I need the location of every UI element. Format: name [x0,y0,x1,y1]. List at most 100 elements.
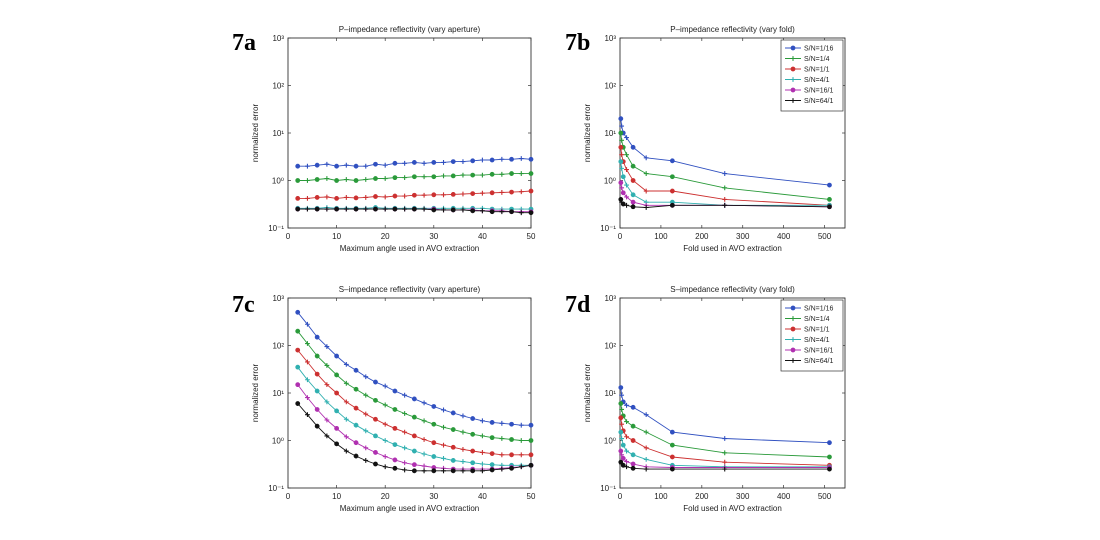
y-tick-label: 10⁰ [604,177,616,186]
chart-title-7b: P–impedance reflectivity (vary fold) [670,25,795,34]
data-point [334,441,339,447]
x-tick-label: 0 [286,232,291,241]
data-point [499,436,505,441]
x-tick-label: 300 [736,232,750,241]
data-point [305,341,310,346]
data-point [324,176,330,181]
x-tick-label: 30 [429,232,438,241]
data-point [480,208,485,214]
legend-marker [790,305,796,311]
x-tick-label: 400 [777,232,791,241]
data-point [392,425,398,431]
data-point [518,189,524,195]
data-point [324,382,330,388]
data-point [305,377,310,383]
x-axis-label-7a: Maximum angle used in AVO extraction [340,244,479,253]
data-point [295,347,301,353]
data-point [509,189,514,195]
data-point [499,156,505,162]
data-point [722,185,728,191]
data-point [382,206,388,212]
x-tick-label: 500 [818,232,832,241]
data-point [619,152,625,158]
data-point [450,191,456,197]
data-point [402,206,408,212]
y-axis-label-7d: normalized error [583,364,592,423]
data-point [431,160,437,165]
data-point [441,424,446,430]
data-point [630,465,636,471]
data-point [460,172,466,178]
x-tick-label: 500 [818,492,832,501]
data-point [624,459,629,464]
data-point [489,171,495,177]
data-point [827,454,832,460]
data-point [499,466,505,472]
data-point [630,452,636,458]
data-point [669,429,675,435]
data-point [343,177,349,182]
x-tick-label: 400 [777,492,791,501]
data-point [353,453,359,459]
data-point [470,431,476,437]
legend-entry: S/N=4/1 [804,337,830,344]
data-point [363,428,369,434]
data-point [643,188,649,194]
data-point [618,159,624,164]
legend-entry: S/N=1/16 [804,306,833,313]
legend-marker [790,87,796,93]
data-point [314,195,320,200]
y-tick-label: 10² [272,342,284,351]
data-point [363,392,369,398]
data-point [431,404,437,409]
data-point [528,210,534,216]
y-tick-label: 10⁰ [272,177,284,186]
y-tick-label: 10⁰ [272,437,284,446]
data-point [334,372,339,378]
chart-7a: 7a P–impedance reflectivity (vary apertur… [232,25,536,253]
data-point [382,464,388,470]
data-point [343,399,349,405]
data-point [334,163,339,169]
legend-entry: S/N=64/1 [804,98,833,105]
data-point [411,396,417,402]
data-point [450,410,456,416]
x-tick-label: 200 [695,232,709,241]
x-tick-label: 40 [478,492,487,501]
data-point [324,344,330,349]
y-axis-label-7b: normalized error [583,104,592,163]
x-tick-label: 0 [286,492,291,501]
series-7b-2 [618,130,832,202]
data-point [402,467,408,473]
data-point [324,417,330,423]
data-point [392,175,398,181]
data-point [334,353,339,359]
data-point [353,386,359,392]
legend-entry: S/N=16/1 [804,348,833,355]
data-point [518,171,524,176]
data-point [392,160,398,166]
y-tick-label: 10³ [604,34,616,43]
data-point [619,421,625,427]
data-point [382,438,388,443]
chart-title-7a: P–impedance reflectivity (vary aperture) [339,25,481,34]
data-point [669,442,675,448]
data-point [431,207,437,213]
data-point [314,177,320,182]
legend-entry: S/N=64/1 [804,358,833,365]
y-tick-label: 10³ [272,294,284,303]
data-point [630,404,636,410]
data-point [421,468,427,474]
data-point [509,452,514,458]
data-point [324,161,330,167]
y-axis-label-7c: normalized error [251,364,260,423]
panel-label-7d: 7d [565,292,591,318]
chart-7d: 7d S–impedance reflectivity (vary fold) Fo… [565,285,846,513]
series-7a-1 [295,156,534,169]
data-point [314,206,320,212]
data-point [489,420,495,425]
data-point [421,437,427,442]
data-point [509,171,514,176]
data-point [630,163,636,169]
data-point [334,408,339,414]
